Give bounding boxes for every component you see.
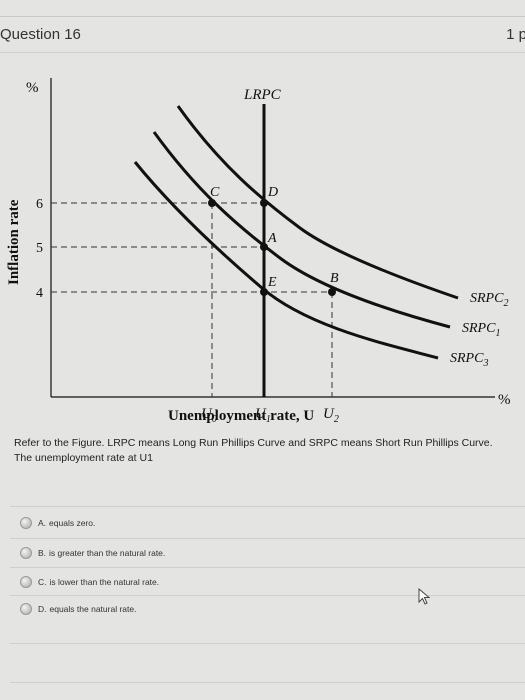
srpc2-curve [176, 105, 459, 300]
y-unit-label: % [26, 80, 39, 96]
question-title: Question 16 [0, 26, 81, 43]
phillips-curve-figure: % % Inflation rate 6 5 4 LRPC C D A E B … [6, 78, 511, 425]
option-b-letter: B. [38, 548, 47, 558]
srpc2-label: SRPC2 [470, 291, 508, 309]
option-a-letter: A. [38, 518, 47, 528]
option-d[interactable]: D. equals the natural rate. [20, 603, 136, 615]
x-tick-u0: U0 [201, 406, 217, 425]
srpc3-curve [133, 161, 439, 360]
point-b-dot [328, 288, 336, 296]
radio-button-icon[interactable] [20, 576, 32, 588]
top-divider [0, 16, 525, 17]
point-d-dot [260, 199, 268, 207]
y-tick-5: 5 [36, 241, 43, 256]
header-divider [0, 52, 525, 53]
mouse-pointer-icon [418, 588, 431, 605]
options-top-divider [10, 506, 525, 507]
x-unit-label: % [498, 392, 511, 408]
option-divider [10, 595, 525, 596]
y-tick-6: 6 [36, 197, 43, 212]
y-axis-title: Inflation rate [6, 199, 22, 285]
point-c-label: C [210, 185, 220, 200]
y-tick-4: 4 [36, 286, 43, 301]
option-a[interactable]: A. equals zero. [20, 517, 95, 529]
lrpc-label: LRPC [243, 87, 282, 103]
option-divider [10, 567, 525, 568]
option-d-text: equals the natural rate. [49, 604, 137, 614]
option-divider [10, 538, 525, 539]
option-d-letter: D. [38, 604, 47, 614]
option-c-text: is lower than the natural rate. [49, 577, 160, 587]
question-text: Refer to the Figure. LRPC means Long Run… [14, 436, 519, 466]
point-b-label: B [330, 271, 339, 286]
option-c[interactable]: C. is lower than the natural rate. [20, 576, 159, 588]
point-e-dot [260, 288, 268, 296]
option-b[interactable]: B. is greater than the natural rate. [20, 547, 165, 559]
point-c-dot [208, 199, 216, 207]
point-d-label: D [267, 185, 278, 200]
srpc1-label: SRPC1 [462, 321, 500, 339]
point-e-label: E [267, 275, 277, 290]
option-a-text: equals zero. [49, 518, 96, 528]
option-c-letter: C. [38, 577, 47, 587]
x-tick-u1: U1 [255, 406, 271, 425]
question-text-line2: The unemployment rate at U1 [14, 452, 153, 464]
point-a-dot [260, 243, 268, 251]
options-bottom-divider [10, 643, 525, 644]
option-b-text: is greater than the natural rate. [49, 548, 166, 558]
srpc1-curve [152, 131, 451, 329]
point-a-label: A [267, 231, 277, 246]
question-points: 1 p [506, 26, 525, 43]
x-axis-title: Unemployment rate, U [168, 408, 315, 424]
radio-button-icon[interactable] [20, 517, 32, 529]
x-tick-u2: U2 [323, 406, 339, 425]
page-bottom-divider [10, 682, 525, 683]
srpc3-label: SRPC3 [450, 351, 488, 369]
question-text-line1: Refer to the Figure. LRPC means Long Run… [14, 437, 493, 449]
radio-button-icon[interactable] [20, 547, 32, 559]
radio-button-icon[interactable] [20, 603, 32, 615]
